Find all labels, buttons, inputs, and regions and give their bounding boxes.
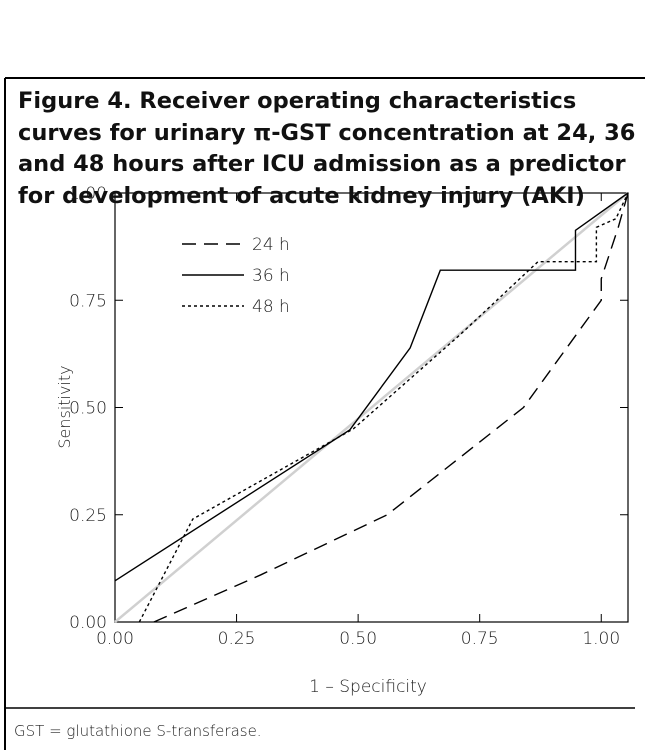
reference-line xyxy=(114,192,629,623)
y-tick-label: 1.00 xyxy=(69,184,107,204)
y-tick-label: 0.25 xyxy=(69,506,107,526)
y-axis-label: Sensitivity xyxy=(55,365,74,448)
y-tick-label: 0.50 xyxy=(69,399,107,419)
x-tick-label: 0.75 xyxy=(461,629,499,649)
x-tick-label: 1.00 xyxy=(582,629,620,649)
legend-label: 36 h xyxy=(252,266,290,286)
y-tick-label: 0.75 xyxy=(69,291,107,311)
x-tick-label: 0.25 xyxy=(218,629,256,649)
y-tick-label: 0.00 xyxy=(69,613,107,633)
footnote: GST = glutathione S-transferase. xyxy=(14,722,262,740)
figure-title: Figure 4. Receiver operating characteris… xyxy=(18,88,636,209)
roc-line xyxy=(114,192,629,582)
x-tick-label: 0.50 xyxy=(339,629,377,649)
x-tick-label: 0.00 xyxy=(96,629,134,649)
x-axis-label: 1 – Specificity xyxy=(309,677,427,697)
roc-line xyxy=(138,192,629,623)
roc-line xyxy=(153,192,629,623)
legend-label: 48 h xyxy=(252,297,290,317)
legend-label: 24 h xyxy=(252,235,290,255)
